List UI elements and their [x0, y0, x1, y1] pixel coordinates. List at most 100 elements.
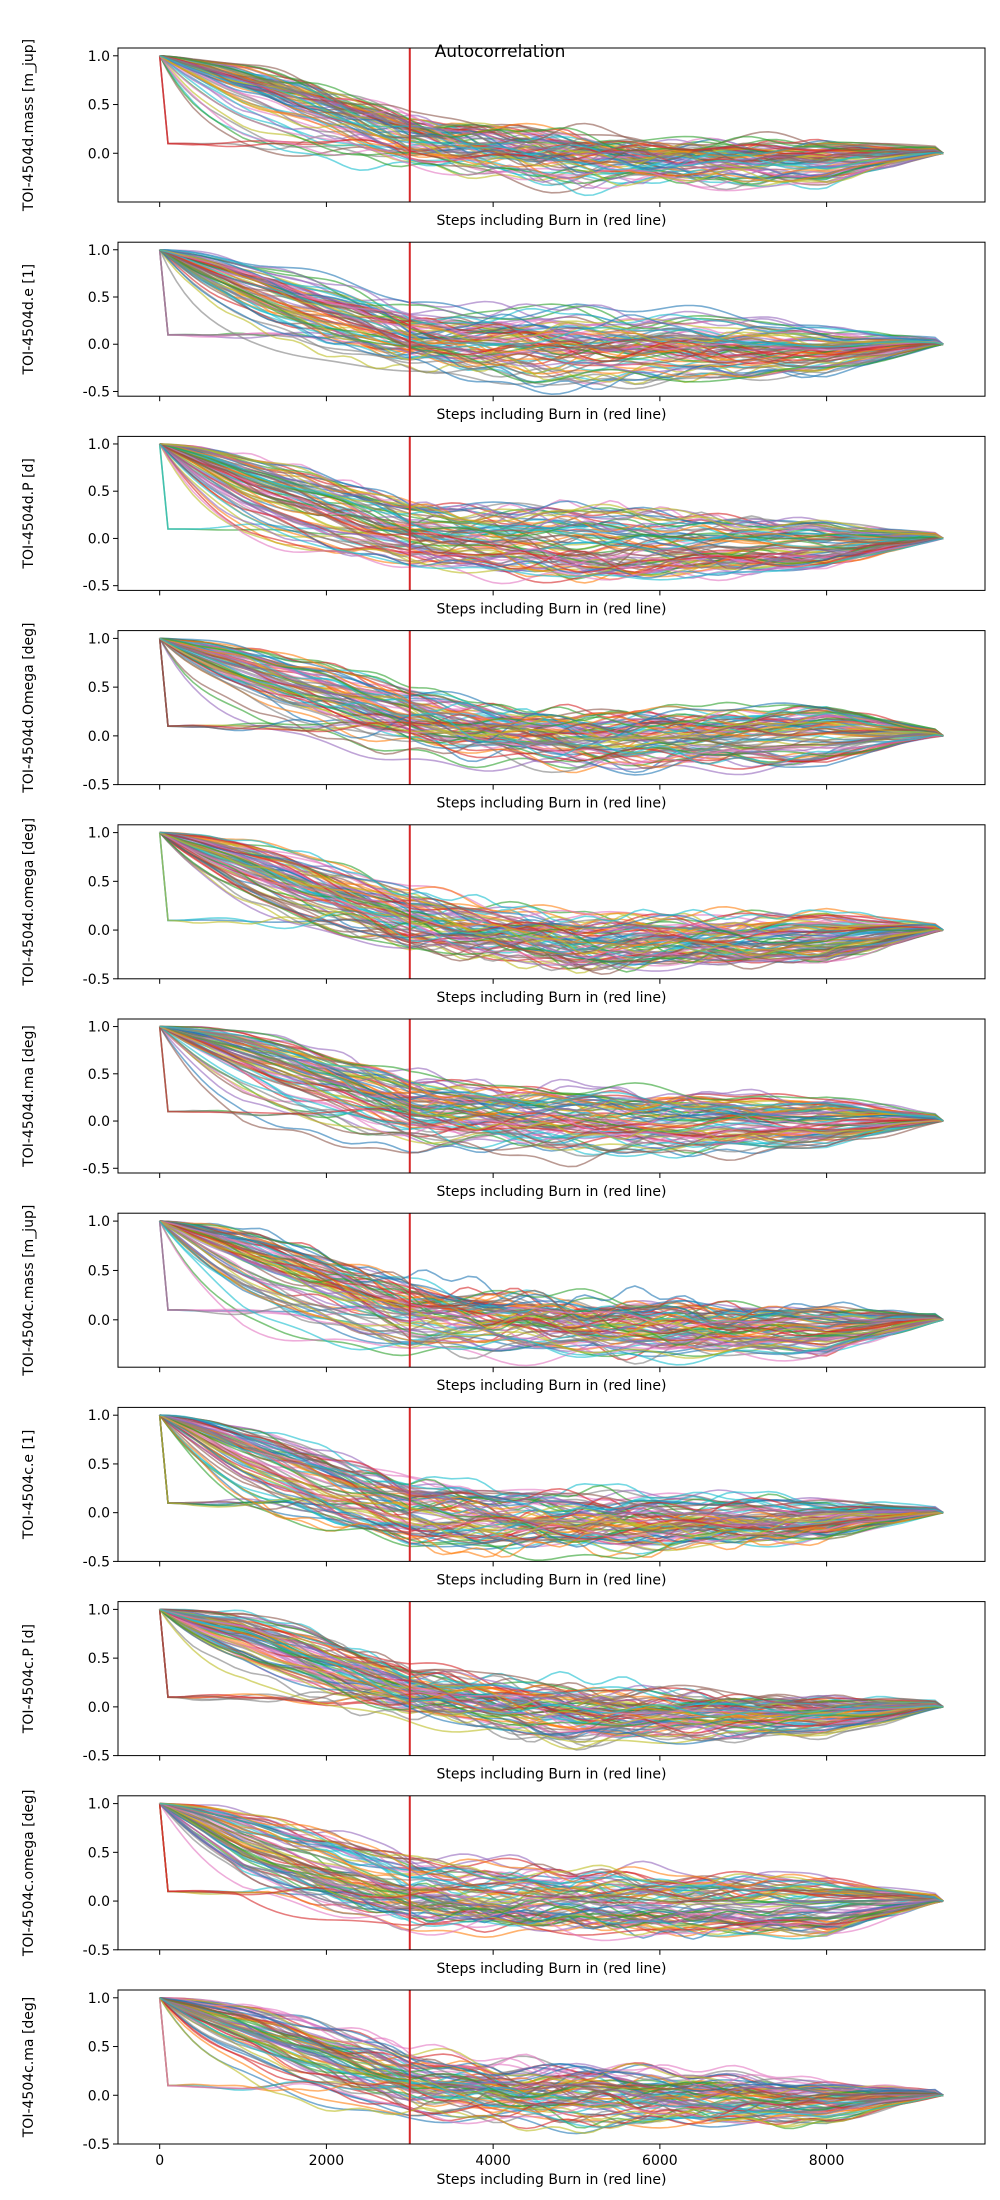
- series-line: [158, 638, 944, 738]
- series-line: [159, 55, 944, 183]
- series-line: [159, 1608, 944, 1745]
- series-group: [158, 1025, 944, 1168]
- series-line: [159, 1802, 944, 1902]
- panel-frame: [117, 1601, 986, 1757]
- series-line: [159, 55, 944, 189]
- y-tick-label: 0.5: [88, 484, 110, 500]
- panel-frame: [117, 1406, 986, 1562]
- series-line: [159, 443, 944, 581]
- series-line: [159, 443, 944, 559]
- series-line: [159, 443, 944, 576]
- y-tick-label: 1.0: [88, 1408, 110, 1424]
- y-axis-label: TOI-4504c.omega [deg]: [21, 1790, 37, 1958]
- autocorr-panel: -0.5 0.0 0.5 1.0 Steps including Burn in (re…: [21, 241, 986, 423]
- series-line: [159, 1414, 944, 1558]
- series-line: [159, 443, 944, 540]
- series-line: [159, 249, 944, 362]
- series-line: [159, 1997, 944, 2135]
- y-tick-label: 1.0: [88, 631, 110, 647]
- y-tick-label: 0.0: [88, 146, 110, 162]
- series-line: [159, 1608, 944, 1708]
- panel-frame: [117, 1018, 986, 1174]
- y-tick-label: -0.5: [83, 1554, 110, 1570]
- y-axis-label: TOI-4504d.P [d]: [21, 458, 37, 569]
- series-line: [158, 1221, 944, 1328]
- series-line: [159, 831, 944, 937]
- series-line: [159, 1220, 944, 1359]
- series-line: [159, 1025, 944, 1141]
- series-line: [159, 1025, 944, 1147]
- series-line: [159, 249, 944, 358]
- series-line: [159, 1608, 944, 1750]
- y-tick-label: 1.0: [88, 1797, 110, 1813]
- y-tick-label: -0.5: [83, 579, 110, 595]
- y-tick-label: 0.0: [88, 1700, 110, 1716]
- y-tick-label: 0.0: [88, 1506, 110, 1522]
- y-tick-label: -0.5: [83, 384, 110, 400]
- series-line: [159, 1414, 944, 1514]
- x-tick-label: 2000: [309, 2153, 345, 2169]
- autocorr-panel: -0.5 0.0 0.5 1.0 Steps including Burn in (re…: [21, 1406, 986, 1588]
- series-line: [159, 1220, 944, 1343]
- y-tick-label: 0.5: [88, 290, 110, 306]
- y-tick-label: -0.5: [83, 1749, 110, 1765]
- series-line: [159, 1802, 944, 1902]
- autocorr-panel: 0.0 0.5 1.0 Steps including Burn in (red li…: [21, 39, 986, 229]
- x-tick-label: 6000: [642, 2153, 678, 2169]
- y-axis-label: TOI-4504d.Omega [deg]: [21, 622, 37, 793]
- series-line: [159, 1608, 944, 1714]
- series-line: [159, 1220, 944, 1328]
- series-line: [159, 443, 944, 573]
- series-line: [159, 249, 944, 353]
- series-line: [158, 638, 944, 737]
- series-line: [159, 55, 944, 164]
- y-tick-label: 0.5: [88, 1845, 110, 1861]
- series-line: [159, 637, 944, 754]
- series-line: [159, 1997, 944, 2115]
- series-line: [159, 55, 944, 154]
- series-line: [159, 249, 944, 352]
- series-line: [159, 1803, 944, 1923]
- series-line: [159, 249, 944, 345]
- series-line: [159, 831, 944, 941]
- x-tick-label: 4000: [475, 2153, 511, 2169]
- series-line: [159, 637, 944, 752]
- y-tick-label: 0.5: [88, 98, 110, 114]
- y-tick-label: 1.0: [88, 826, 110, 842]
- y-tick-label: 0.5: [88, 1651, 110, 1667]
- series-line: [158, 1803, 944, 1902]
- series-line: [159, 1802, 944, 1922]
- x-axis-label: Steps including Burn in (red line): [437, 796, 667, 812]
- series-line: [159, 55, 944, 187]
- series-line: [159, 1608, 944, 1726]
- series-line: [159, 1025, 944, 1144]
- series-line: [159, 1414, 944, 1514]
- x-axis-label: Steps including Burn in (red line): [437, 1378, 667, 1394]
- series-line: [159, 1608, 944, 1729]
- series-group: [158, 1608, 944, 1751]
- series-line: [159, 1025, 944, 1122]
- y-tick-label: 0.0: [88, 729, 110, 745]
- series-line: [159, 443, 944, 569]
- panel-frame: [117, 435, 986, 591]
- panel-frame: [117, 1795, 986, 1951]
- series-line: [159, 831, 944, 957]
- series-line: [159, 1803, 944, 1922]
- y-tick-label: 1.0: [88, 243, 110, 259]
- series-line: [159, 1414, 944, 1543]
- series-line: [159, 637, 944, 737]
- series-line: [159, 1414, 944, 1545]
- series-line: [159, 249, 944, 377]
- series-line: [158, 1220, 944, 1367]
- series-line: [159, 1414, 944, 1518]
- series-line: [159, 637, 944, 774]
- x-axis-label: Steps including Burn in (red line): [437, 990, 667, 1006]
- series-line: [159, 1220, 944, 1321]
- series-line: [159, 1997, 944, 2118]
- x-tick-label: 0: [155, 2153, 164, 2169]
- series-line: [159, 1997, 944, 2119]
- series-line: [159, 1025, 944, 1131]
- series-line: [159, 1802, 944, 1903]
- series-line: [159, 831, 944, 976]
- x-axis-label: Steps including Burn in (red line): [437, 1184, 667, 1200]
